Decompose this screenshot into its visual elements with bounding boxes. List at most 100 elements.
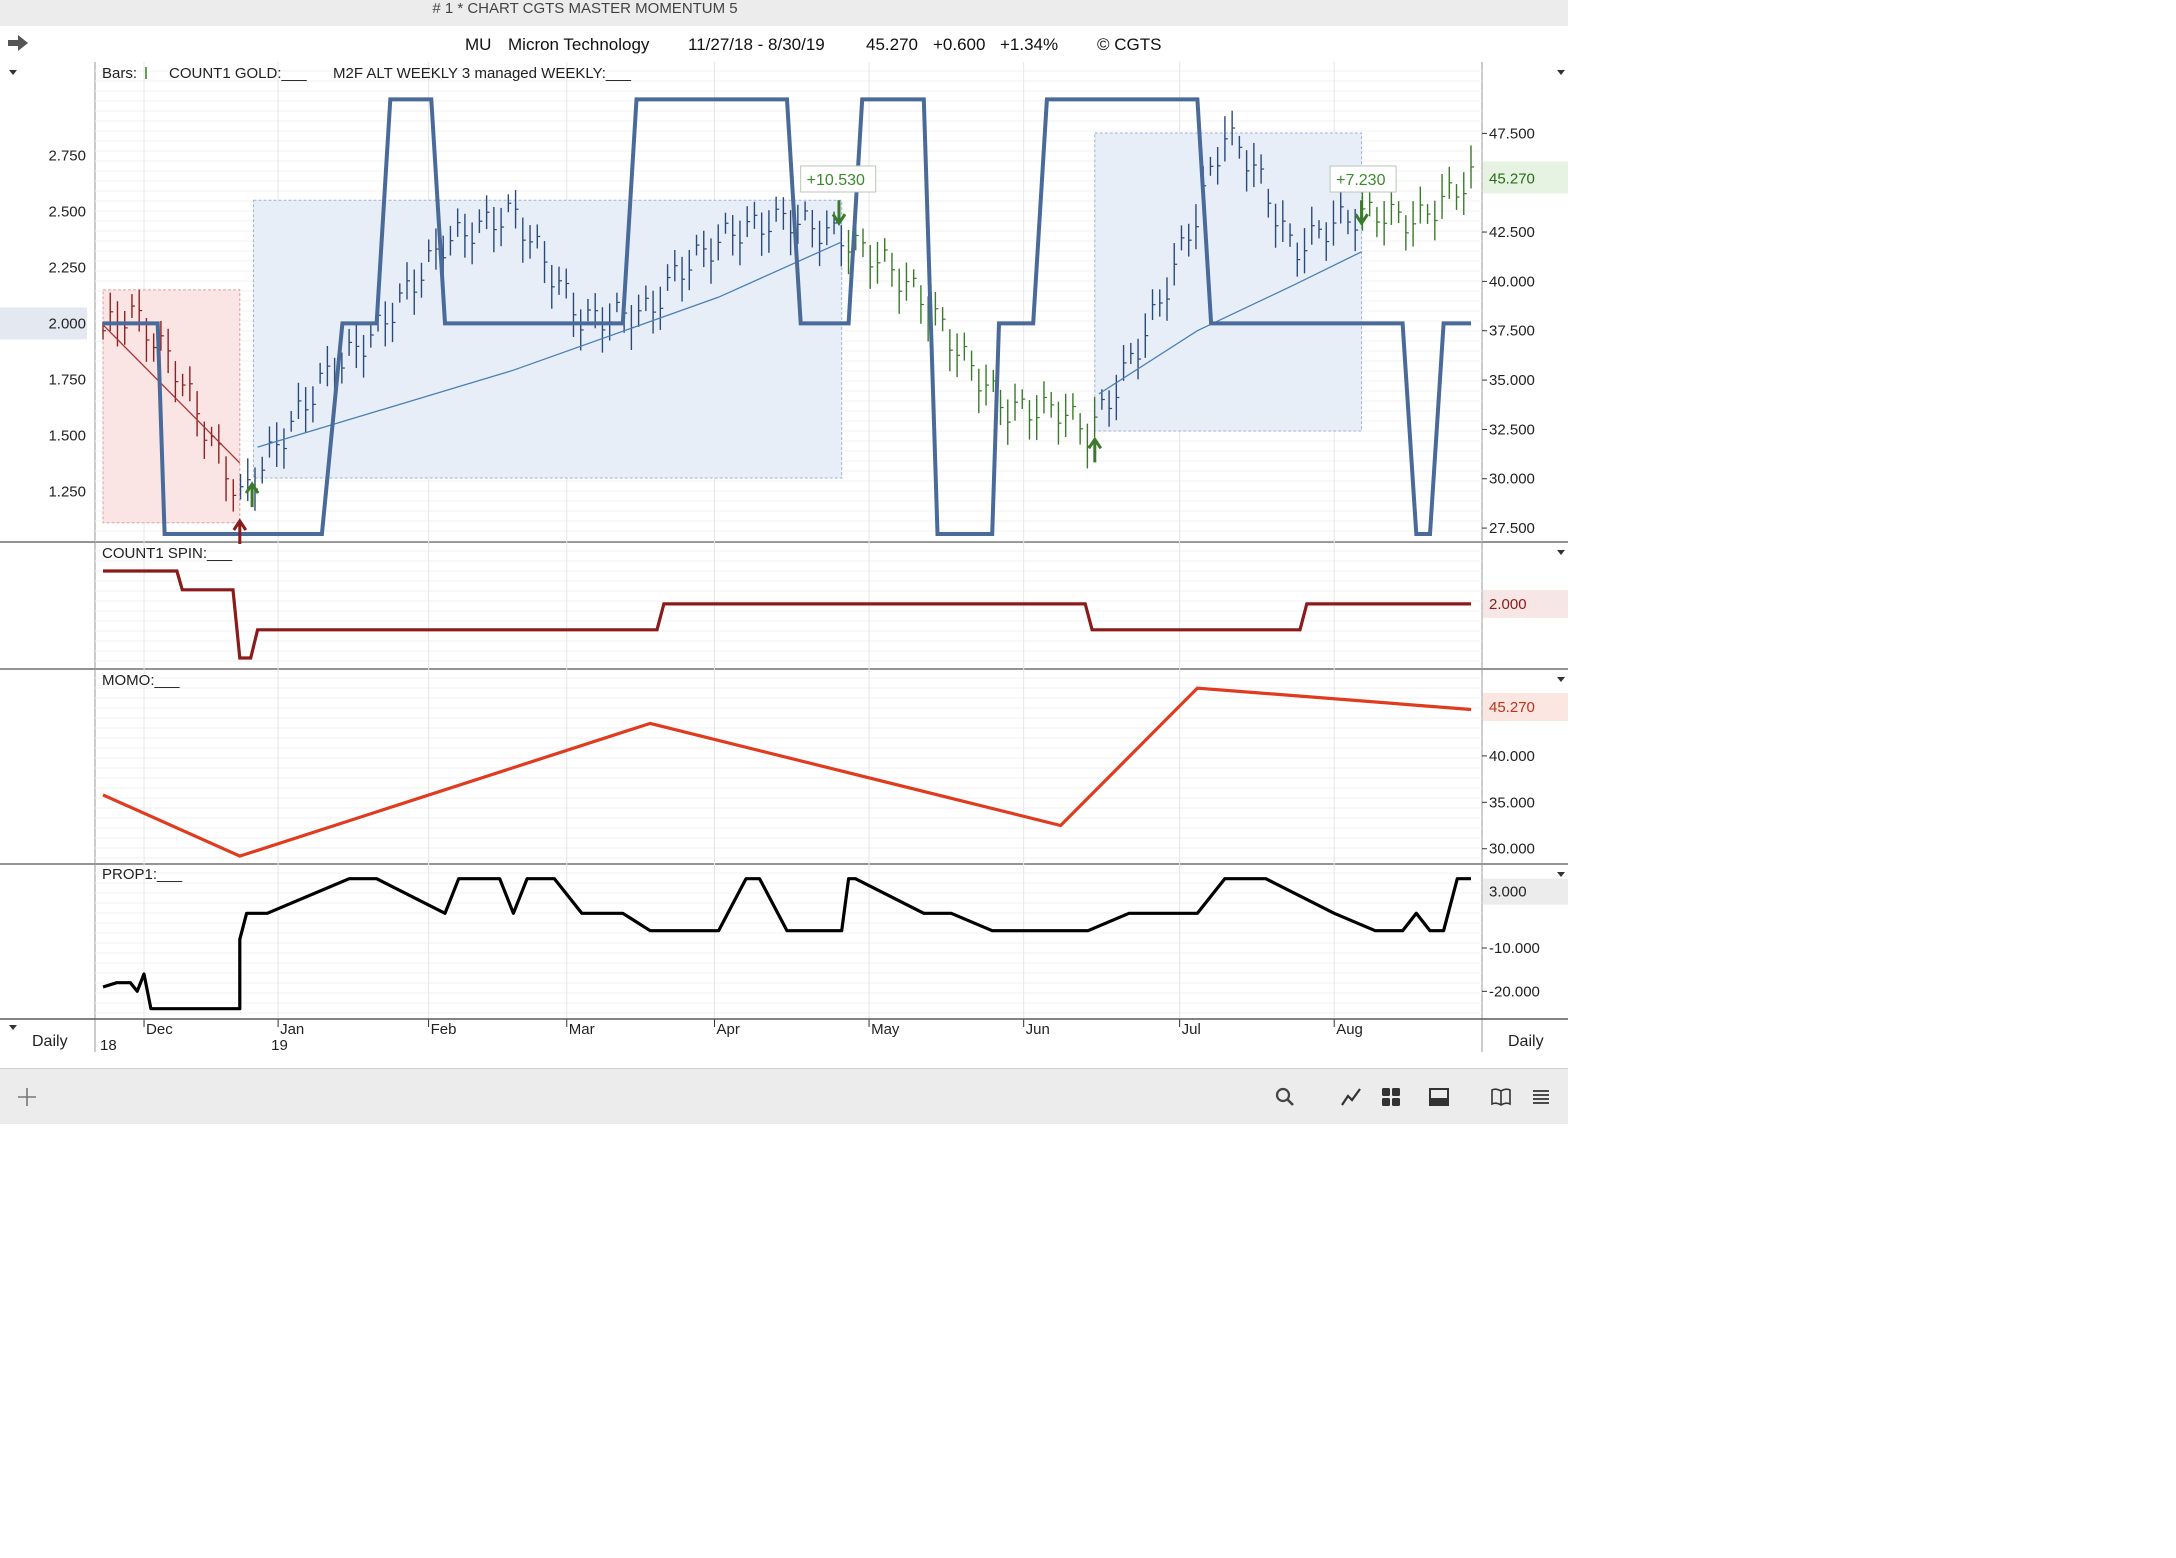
price-bar [420,262,425,298]
right-axis-highlight-value: 45.270 [1489,170,1535,187]
price-bar [905,262,910,301]
price-bar [768,210,772,253]
period-menu-icon [9,1025,17,1030]
price-bar [464,213,468,258]
price-bar [941,307,946,332]
price-bar [797,204,801,244]
price-bar [920,285,924,324]
long-trade-box [252,199,843,479]
line-chart-icon[interactable] [1340,1086,1362,1108]
price-bar [406,262,410,300]
price-bar [710,238,714,284]
price-bar [319,362,324,384]
price-bar [551,264,555,309]
list-icon[interactable] [1530,1086,1552,1108]
price-bar [1260,154,1265,184]
long-trade-box [1094,132,1363,432]
price-bar [1180,225,1185,251]
price-bar [196,391,201,437]
period-label-right: Daily [1508,1033,1544,1050]
price-bar [471,222,476,265]
panel-icon[interactable] [1428,1086,1450,1108]
right-axis-highlight-value: 2.000 [1489,596,1527,613]
panel-menu-icon [1557,70,1565,75]
right-axis-highlight-value: 45.270 [1489,699,1535,716]
left-axis-tick: 1.500 [48,427,86,444]
chart-area[interactable]: Dec Jan Feb Mar Apr May Jun Jul Aug 18 19 Daily Dail… [0,62,1568,1054]
chart-header: MU Micron Technology 11/27/18 - 8/30/19 … [0,26,1568,63]
price-bar [688,249,693,291]
left-axis-tick: 1.750 [48,371,86,388]
panel-menu-icon [1557,872,1565,877]
profit-label: +7.230 [1336,172,1385,189]
price-bar [529,225,534,259]
price-bar [985,364,990,406]
price-bar [884,238,888,262]
price-bar [666,264,671,291]
price-bar [1419,186,1424,224]
price-bar [1405,215,1409,251]
date-range: 11/27/18 - 8/30/19 [688,35,825,54]
price-bar [1079,413,1084,445]
price-bar [1057,401,1062,445]
price-bar [348,328,353,356]
book-icon[interactable] [1490,1086,1512,1108]
price-bar [681,256,686,302]
panel-menu-icon [1557,550,1565,555]
price-bar [724,212,729,234]
right-axis-tick: -10.000 [1489,940,1540,957]
price-bar [312,386,316,423]
left-axis-tick: 2.250 [48,259,86,276]
buy-arrow [244,481,260,508]
price-bar [789,210,794,256]
price-bar [304,387,309,433]
window-titlebar: # 1 * CHART CGTS MASTER MOMENTUM 5 [0,0,1568,27]
price-bar [1238,135,1243,159]
price-bar [1340,190,1344,224]
chart-svg[interactable]: Dec Jan Feb Mar Apr May Jun Jul Aug 18 19 Daily Dail… [0,62,1568,1054]
count1-gold-line [103,97,1471,536]
add-icon[interactable] [16,1086,38,1108]
right-axis-highlight [1483,692,1568,721]
legend-m2f: M2F ALT WEEKLY 3 managed WEEKLY:___ [333,65,632,82]
price-bar [746,206,751,238]
price-bar [558,266,562,295]
year-label: 19 [271,1037,288,1052]
left-axis-tick: 2.000 [48,315,86,332]
price-bar [131,294,135,319]
short-trend-line [102,324,241,464]
right-axis-tick: 32.500 [1489,421,1535,438]
price-bar [1332,200,1337,246]
exit-arrow [1354,200,1369,226]
price-bar [1064,393,1069,437]
x-tick-label: Jul [1182,1021,1201,1038]
price-change: +0.600 [933,35,986,54]
x-tick-label: Jan [280,1021,304,1038]
legend-momo: MOMO:___ [102,672,180,689]
price-bar [912,269,917,288]
price-bar [1463,172,1467,216]
legend-bars: Bars: [102,65,137,82]
price-bar [1231,110,1236,146]
price-bar [449,225,454,256]
grid-icon[interactable] [1380,1086,1402,1108]
x-tick-label: Aug [1336,1021,1363,1038]
price-bar [695,234,700,256]
price-bar [999,389,1004,426]
search-icon[interactable] [1274,1086,1296,1108]
price-bar [261,456,266,484]
price-bar [290,410,295,432]
price-bar [970,350,975,381]
forward-arrow-icon[interactable] [6,32,30,54]
price-bar [1195,204,1199,250]
price-bar [659,286,664,330]
legend-count1-spin: COUNT1 SPIN:___ [102,545,233,562]
long-trend-line [1098,251,1362,395]
profit-label-box [1329,165,1397,193]
price-bar [189,366,193,402]
price-bar [1412,201,1417,247]
price-bar [1325,222,1330,261]
price-bar [500,207,505,247]
window-title: # 1 * CHART CGTS MASTER MOMENTUM 5 [432,0,738,17]
price-bar [1014,383,1018,421]
